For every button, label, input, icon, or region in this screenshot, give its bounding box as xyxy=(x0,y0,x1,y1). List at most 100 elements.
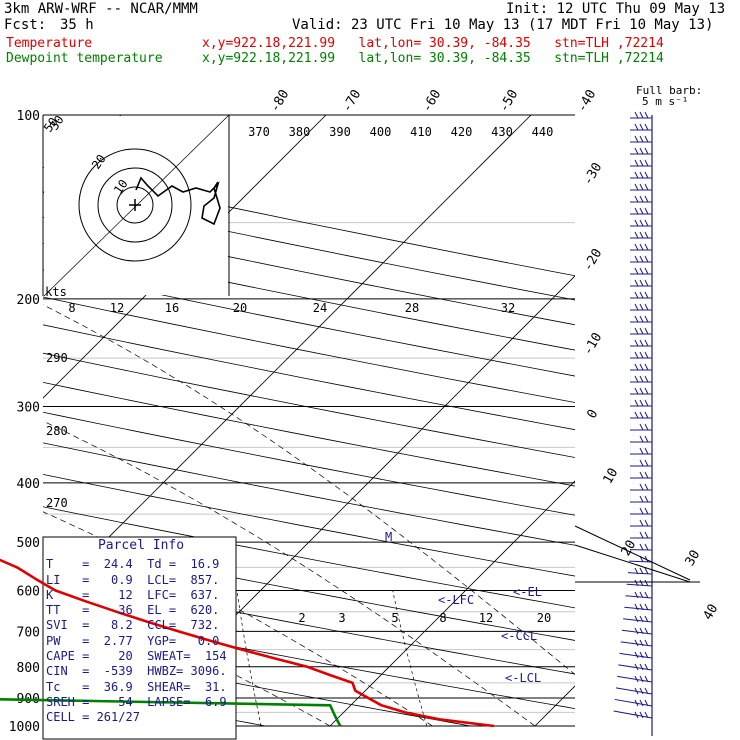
level-marker: M xyxy=(385,530,392,544)
dry-adiabat-label: 270 xyxy=(46,496,68,510)
mixing-ratio-label: 32 xyxy=(501,301,515,315)
ccl-annotation: <-CCL xyxy=(501,629,537,643)
wind-barb xyxy=(630,471,652,479)
wind-barb xyxy=(630,255,652,263)
parcel-info-rows: T = 24.4 Td = 16.9 LI = 0.9 LCL= 857. K = … xyxy=(46,557,236,725)
wind-barb xyxy=(630,267,652,275)
isotherm-line xyxy=(43,115,327,399)
isotherm-label: 40 xyxy=(701,602,722,623)
parcel-info-row: Tc = 36.9 SHEAR= 31. xyxy=(46,679,227,694)
hodograph-ring xyxy=(78,148,192,262)
theta-label: 410 xyxy=(410,125,432,139)
isotherm-line xyxy=(43,115,532,604)
theta-label: 390 xyxy=(329,125,351,139)
wind-barb xyxy=(615,687,653,695)
isotherm-label: -30 xyxy=(581,160,606,188)
dry-adiabat-label: 290 xyxy=(46,351,68,365)
hodograph-ring-label: 10 xyxy=(111,177,131,197)
wind-barb xyxy=(630,291,652,299)
mixing-ratio-label: 16 xyxy=(165,301,179,315)
parcel-info-row: T = 24.4 Td = 16.9 xyxy=(46,557,220,572)
isotherm-label: -10 xyxy=(581,330,606,358)
parcel-info-row: PW = 2.77 YGP= 0.0 xyxy=(46,633,220,648)
mixing-ratio-label: 20 xyxy=(233,301,247,315)
wind-barb xyxy=(627,567,653,575)
wind-barb xyxy=(630,303,652,311)
wind-barb xyxy=(630,483,652,491)
theta-label: 370 xyxy=(248,125,270,139)
wind-barb xyxy=(630,207,652,215)
isotherm-label: 10 xyxy=(601,466,622,487)
pressure-tick-label: 500 xyxy=(17,536,40,551)
wind-barb xyxy=(630,447,652,455)
wind-barb xyxy=(630,351,652,359)
wind-barb xyxy=(630,459,652,467)
temperature-trace xyxy=(0,558,495,728)
mixing-ratio-label: 5 xyxy=(391,611,398,625)
mixing-ratio-label: 8 xyxy=(439,611,446,625)
barb-legend-title: Full barb: xyxy=(636,84,702,97)
pressure-tick-label: 100 xyxy=(17,109,40,124)
isotherm-label: 0 xyxy=(585,407,602,421)
wind-barb xyxy=(630,123,652,131)
parcel-info-title: Parcel Info xyxy=(97,538,185,553)
pressure-tick-label: 700 xyxy=(17,625,40,640)
theta-label: 380 xyxy=(289,125,311,139)
mixing-ratio-label: 28 xyxy=(405,301,419,315)
wind-barb xyxy=(630,327,652,335)
wind-barb xyxy=(630,435,652,443)
valid-time: Valid: 23 UTC Fri 10 May 13 (17 MDT Fri … xyxy=(292,17,714,33)
theta-label: 440 xyxy=(532,125,554,139)
parcel-info-row: TT = 36 EL = 620. xyxy=(46,603,220,618)
parcel-info-row: CIN = -539 HWBZ= 3096. xyxy=(46,664,227,679)
pressure-tick-label: 1000 xyxy=(9,720,40,735)
model-title: 3km ARW-WRF -- NCAR/MMM xyxy=(4,1,198,17)
parcel-info-row: CELL = 261/27 xyxy=(46,710,140,725)
wind-barb xyxy=(630,507,652,515)
dry-adiabat-label: 280 xyxy=(46,424,68,438)
isotherm-line xyxy=(329,480,575,726)
hodograph xyxy=(43,114,230,297)
hodograph-unit-label: kts xyxy=(45,285,67,299)
dry-adiabat xyxy=(43,324,575,431)
isotherm-line xyxy=(727,87,740,739)
wind-barb xyxy=(625,591,653,599)
dry-adiabat xyxy=(43,645,473,726)
parcel-info-row: SREH = 54 LAPSE= 6.9 xyxy=(46,694,227,709)
hodograph-trace xyxy=(135,176,221,226)
wind-barb xyxy=(630,387,652,395)
hodograph-diagonal xyxy=(43,114,230,297)
dry-adiabat xyxy=(43,296,575,403)
wind-barb xyxy=(630,219,652,227)
isotherm-label: -70 xyxy=(340,87,365,115)
pressure-tick-label: 400 xyxy=(17,477,40,492)
wind-barb xyxy=(617,675,653,683)
pressure-tick-label: 800 xyxy=(17,661,40,676)
wind-barb xyxy=(630,183,652,191)
lcl-annotation: <-LCL xyxy=(505,671,541,685)
wind-barb xyxy=(630,159,652,167)
wind-barbs xyxy=(613,111,653,719)
pressure-tick-label: 600 xyxy=(17,584,40,599)
hodograph-ring xyxy=(97,167,173,243)
wind-barb xyxy=(630,519,652,527)
wind-barb xyxy=(630,147,652,155)
wind-barb xyxy=(620,639,653,647)
wind-barb xyxy=(630,423,652,431)
dry-adiabat xyxy=(43,609,575,710)
temperature-location: x,y=922.18,221.99 lat,lon= 30.39, -84.35… xyxy=(202,36,664,51)
barb-guide-line xyxy=(574,544,691,583)
hodograph-ring xyxy=(116,186,154,224)
hodograph-ring-label: 30 xyxy=(47,113,67,133)
wind-barb xyxy=(624,603,653,611)
isotherm-label: -80 xyxy=(268,87,293,115)
wind-barb xyxy=(630,375,652,383)
mixing-ratio-label: 20 xyxy=(537,611,551,625)
wind-barb xyxy=(630,231,652,239)
dry-adiabat xyxy=(43,269,575,377)
theta-label: 430 xyxy=(491,125,513,139)
parcel-info-row: CAPE = 20 SWEAT= 154 xyxy=(46,649,227,664)
wind-barb xyxy=(629,543,653,551)
dry-adiabat-label: 50 xyxy=(41,115,61,135)
